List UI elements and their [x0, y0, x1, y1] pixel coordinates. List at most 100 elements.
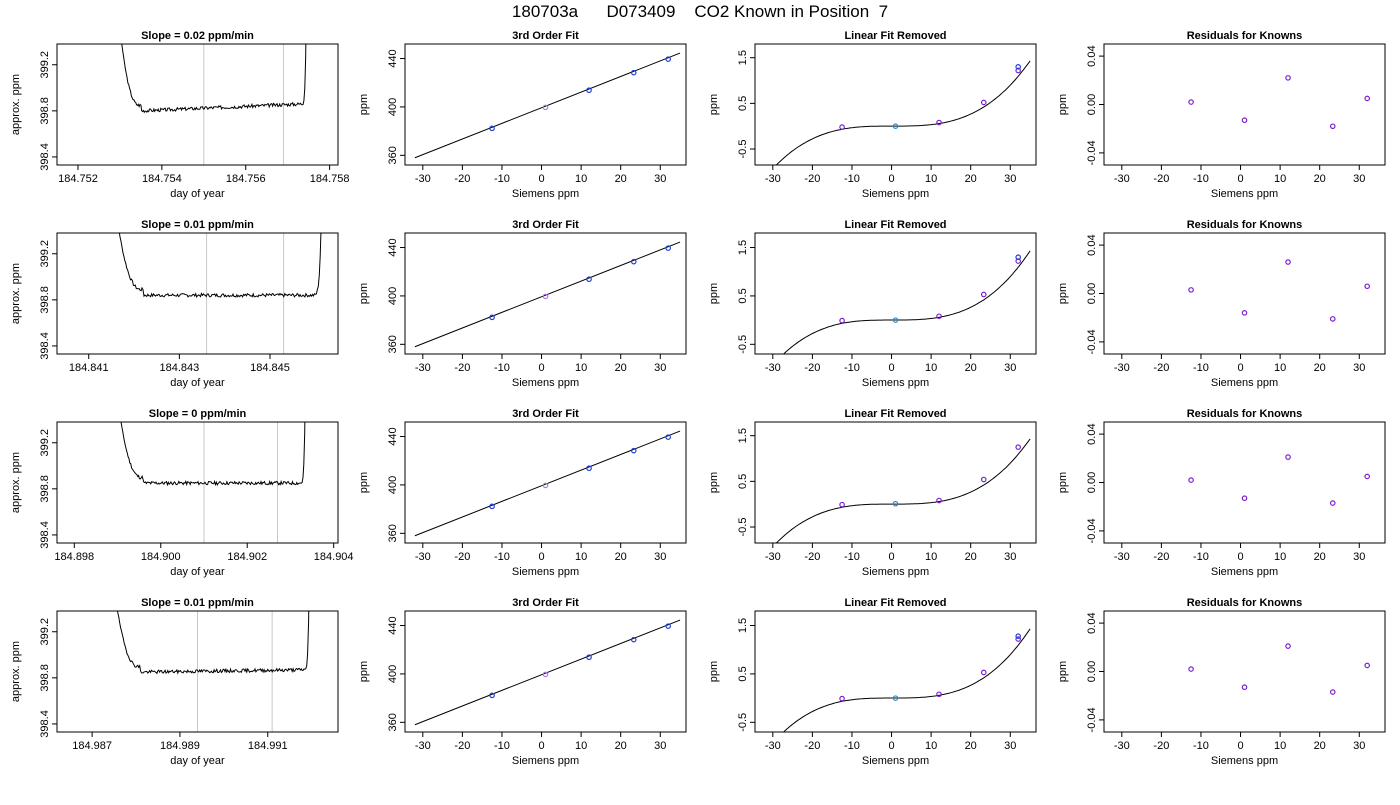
x-tick-label: -30 [1114, 740, 1130, 752]
x-tick-label: 10 [575, 362, 587, 374]
x-tick-label: -20 [454, 173, 470, 185]
y-tick-label: -0.5 [737, 335, 749, 354]
y-tick-label: 398.4 [39, 332, 51, 360]
panel-title: Residuals for Knowns [1187, 30, 1303, 42]
plot-frame [404, 232, 687, 355]
y-tick-label: 360 [387, 146, 399, 164]
x-tick-label: -10 [844, 362, 860, 374]
plot-area [414, 241, 681, 348]
x-tick-label: 10 [1274, 173, 1286, 185]
x-axis-label: Siemens ppm [512, 755, 579, 767]
y-axis-label: ppm [358, 472, 370, 493]
y-tick-label: 440 [387, 238, 399, 256]
y-tick-label: 400 [387, 98, 399, 116]
data-point [489, 314, 495, 321]
panel-4-4: Residuals for Knowns -30 -20 -10 0 10 20 30 -0.0… [1057, 597, 1386, 767]
data-point [489, 503, 495, 510]
y-tick-label: 440 [387, 49, 399, 67]
x-tick-label: 10 [575, 551, 587, 563]
y-tick-label: 0.04 [1086, 45, 1098, 66]
y-tick-label: 400 [387, 287, 399, 305]
y-tick-label: -0.04 [1086, 707, 1098, 732]
panel-title: Linear Fit Removed [844, 30, 946, 42]
y-tick-label: 0.04 [1086, 423, 1098, 444]
x-tick-label: -20 [454, 740, 470, 752]
x-tick-label: -10 [844, 551, 860, 563]
x-tick-label: 184.756 [226, 173, 266, 185]
x-tick-label: -20 [1153, 551, 1169, 563]
data-point [586, 465, 592, 472]
panel-3-1: Slope = 0 ppm/min 184.898 184.900 184.902 18… [10, 408, 354, 578]
x-tick-label: -10 [494, 362, 510, 374]
data-point [542, 293, 549, 300]
x-tick-label: 30 [654, 740, 666, 752]
x-tick-label: 10 [925, 740, 937, 752]
y-tick-label: 1.5 [737, 428, 749, 443]
y-axis-label: ppm [708, 94, 720, 115]
x-tick-label: -10 [844, 740, 860, 752]
data-point [665, 434, 671, 440]
x-tick-label: 20 [965, 551, 977, 563]
y-tick-label: 0.04 [1086, 234, 1098, 255]
co2-trace-line [121, 44, 307, 114]
data-point [1364, 473, 1370, 480]
x-tick-label: -20 [804, 362, 820, 374]
x-tick-label: -20 [804, 740, 820, 752]
x-tick-label: 20 [1314, 173, 1326, 185]
y-tick-label: 398.8 [39, 664, 51, 692]
plot-frame [754, 43, 1037, 166]
y-axis-label: approx. ppm [10, 641, 22, 702]
x-axis-label: Siemens ppm [862, 188, 929, 200]
data-point [892, 695, 899, 701]
y-tick-label: 398.8 [39, 475, 51, 503]
y-axis-label: ppm [358, 661, 370, 682]
panel-1-1: Slope = 0.02 ppm/min 184.752 184.754 184.75… [10, 30, 350, 200]
x-axis-label: Siemens ppm [512, 377, 579, 389]
x-tick-label: 20 [615, 551, 627, 563]
fit-line [414, 619, 681, 726]
x-tick-label: 20 [615, 173, 627, 185]
y-axis-label: ppm [1057, 94, 1069, 115]
x-tick-label: 20 [965, 740, 977, 752]
x-tick-label: 184.904 [314, 551, 354, 563]
panel-title: Linear Fit Removed [844, 408, 946, 420]
x-tick-label: 184.754 [142, 173, 182, 185]
x-axis-label: Siemens ppm [1211, 566, 1278, 578]
panel-3-4: Residuals for Knowns -30 -20 -10 0 10 20 30 -0.0… [1057, 408, 1386, 578]
cubic-curve [775, 60, 1031, 165]
cubic-curve [782, 250, 1031, 354]
y-tick-label: 440 [387, 427, 399, 445]
data-point [630, 258, 637, 265]
x-tick-label: 30 [1004, 362, 1016, 374]
y-tick-label: -0.5 [737, 140, 749, 159]
y-tick-label: 398.8 [39, 97, 51, 125]
data-point [1241, 310, 1248, 316]
plot-frame [1103, 43, 1386, 166]
y-axis-label: ppm [1057, 283, 1069, 304]
y-tick-label: -0.04 [1086, 140, 1098, 165]
y-axis-label: ppm [358, 94, 370, 115]
y-tick-label: 0.5 [737, 288, 749, 303]
data-point [839, 501, 845, 508]
x-tick-label: 10 [925, 362, 937, 374]
x-tick-label: 20 [1314, 551, 1326, 563]
plot-area [414, 52, 681, 159]
x-axis-label: Siemens ppm [1211, 377, 1278, 389]
x-tick-label: -30 [765, 173, 781, 185]
plot-area [1188, 643, 1370, 695]
plot-area [120, 422, 306, 543]
panel-title: Linear Fit Removed [844, 219, 946, 231]
x-tick-label: 10 [1274, 740, 1286, 752]
x-tick-label: 20 [615, 740, 627, 752]
x-tick-label: 184.758 [310, 173, 350, 185]
x-tick-label: 0 [1237, 362, 1243, 374]
panel-title: Residuals for Knowns [1187, 408, 1303, 420]
plot-frame [404, 421, 687, 544]
fit-line [414, 430, 681, 537]
data-point [1364, 662, 1370, 669]
panel-2-2: 3rd Order Fit -30 -20 -10 0 10 20 30 360 400 440 Si… [358, 219, 687, 389]
data-point [630, 69, 637, 76]
plot-frame [754, 421, 1037, 544]
y-tick-label: 0.04 [1086, 612, 1098, 633]
